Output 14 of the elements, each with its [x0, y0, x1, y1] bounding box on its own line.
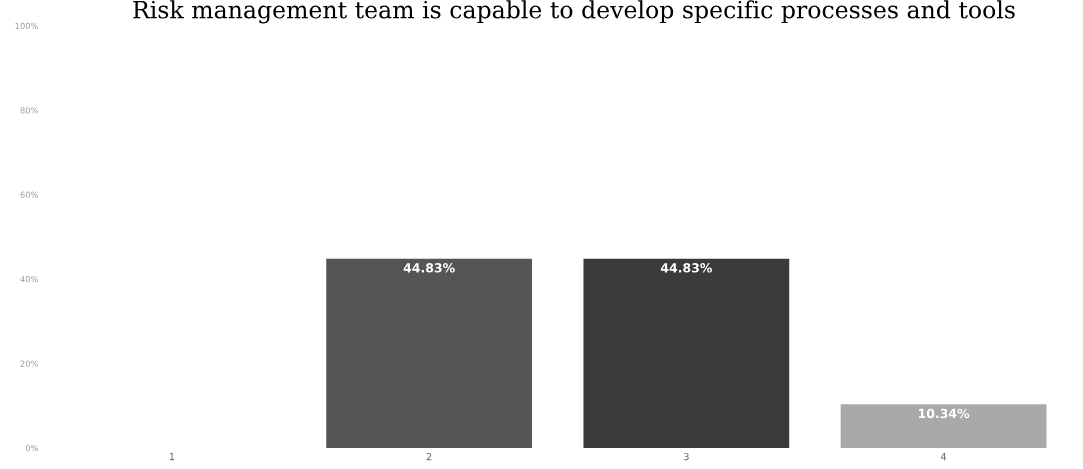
y-tick-label: 80%	[20, 107, 38, 114]
x-tick-label: 3	[684, 452, 689, 461]
y-tick-label: 20%	[20, 360, 38, 367]
x-tick-label: 4	[940, 453, 947, 461]
data-label: 10.34%	[918, 408, 970, 419]
y-tick-label: 40%	[20, 276, 38, 283]
data-label: 44.83%	[403, 263, 455, 273]
x-tick-label: 1	[169, 453, 175, 461]
chart-title: Risk management team is capable to develop specific processes and tools	[133, 0, 1015, 24]
y-tick-label: 60%	[20, 191, 38, 198]
x-tick-label: 2	[426, 452, 432, 461]
y-tick-label: 100%	[15, 22, 38, 30]
y-tick-label: 0%	[25, 444, 38, 452]
data-label: 44.83%	[660, 263, 712, 273]
